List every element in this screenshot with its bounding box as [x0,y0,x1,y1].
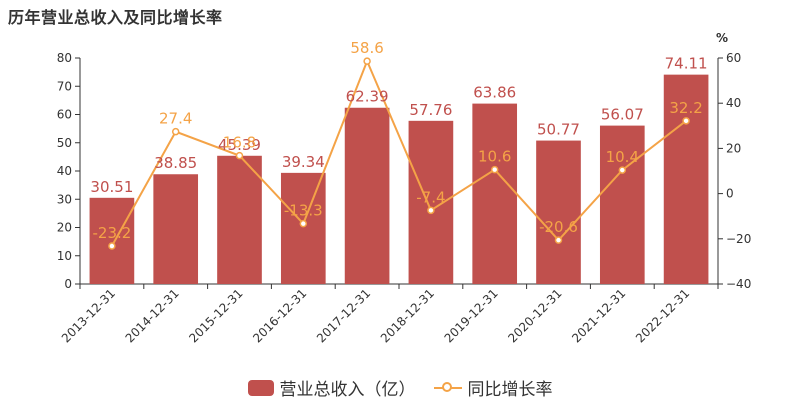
legend-bar-swatch [247,379,274,396]
x-tick-label: 2020-12-31 [505,286,564,345]
y-right-tick-label: 40 [726,96,741,110]
legend-item-revenue[interactable]: 营业总收入（亿） [247,375,416,400]
x-tick-label: 2015-12-31 [186,286,245,345]
y-left-tick-label: 50 [57,136,72,150]
bar-value-label: 56.07 [601,106,644,124]
growth-point[interactable] [554,236,563,244]
growth-value-label: 10.6 [478,148,511,166]
growth-value-label: 32.2 [669,99,702,117]
legend-label-growth: 同比增长率 [467,380,553,400]
x-tick-label: 2019-12-31 [442,286,501,345]
y-left-tick-label: 70 [57,79,72,93]
x-tick-label: 2013-12-31 [59,286,118,345]
legend-label-revenue: 营业总收入（亿） [279,380,416,400]
y-right-unit-label: % [716,31,728,45]
bar[interactable] [280,172,326,284]
y-left-tick-label: 30 [57,192,72,206]
x-tick-label: 2014-12-31 [123,286,182,345]
x-tick-label: 2018-12-31 [378,286,437,345]
line-layer [108,57,690,250]
legend-item-growth[interactable]: 同比增长率 [433,375,553,400]
growth-line [111,58,687,247]
growth-point[interactable] [427,206,435,215]
x-tick-label: 2022-12-31 [633,286,692,345]
y-left-tick-label: 60 [57,108,72,122]
legend: 营业总收入（亿） 同比增长率 [0,375,800,400]
growth-point[interactable] [490,165,499,174]
bar[interactable] [217,155,262,284]
growth-value-label: -13.3 [284,202,323,220]
y-right-tick-label: 20 [726,141,741,155]
bar[interactable] [408,120,454,284]
bar[interactable] [89,197,135,284]
growth-point[interactable] [299,219,308,228]
y-left-tick-label: 40 [57,164,72,178]
bars-layer [89,74,709,285]
bar-value-label: 30.51 [90,178,133,196]
bar[interactable] [663,74,709,284]
bar-value-label: 50.77 [537,121,580,139]
growth-value-label: -7.4 [416,188,445,206]
growth-point[interactable] [108,242,116,250]
x-tick-label: 2017-12-31 [314,286,373,345]
bar-value-label: 45.39 [218,136,261,154]
bar[interactable] [344,107,390,284]
bar[interactable] [472,103,518,285]
chart-title: 历年营业总收入及同比增长率 [8,8,223,27]
bar-value-label: 38.85 [154,154,197,172]
x-tick-label: 2016-12-31 [250,286,309,345]
bar[interactable] [536,140,581,284]
bar[interactable] [153,174,199,284]
bar-value-label: 39.34 [282,153,325,171]
growth-value-label: 10.4 [606,148,639,166]
growth-value-label: 27.4 [159,110,192,128]
legend-line-swatch [433,380,462,396]
growth-point[interactable] [363,57,371,65]
bar-value-label: 74.11 [665,55,708,73]
growth-value-label: -20.6 [539,218,578,236]
bar-value-label: 57.76 [409,101,452,119]
labels-layer: 30.51 38.85 45.39 39.34 62.39 57.76 63.86 50.77… [90,39,707,242]
bar-value-label: 62.39 [346,88,389,106]
growth-value-label: 16.8 [223,134,256,152]
bar-value-label: 63.86 [473,84,516,102]
y-right-tick-label: −20 [726,232,751,246]
y-left-tick-label: 0 [64,277,72,291]
y-left-tick-label: 20 [57,221,72,235]
y-right-tick-label: 60 [726,51,741,65]
growth-point[interactable] [682,117,690,125]
bar[interactable] [599,125,645,284]
y-left-tick-label: 10 [57,249,72,263]
y-left-tick-label: 80 [57,51,72,65]
x-tick-label: 2021-12-31 [569,286,628,345]
growth-point[interactable] [171,127,180,136]
growth-value-label: 58.6 [350,39,383,57]
y-right-tick-label: −40 [726,277,751,291]
growth-value-label: -23.2 [92,224,131,242]
growth-point[interactable] [235,151,244,160]
growth-point[interactable] [618,166,627,174]
y-right-tick-label: 0 [726,187,734,201]
